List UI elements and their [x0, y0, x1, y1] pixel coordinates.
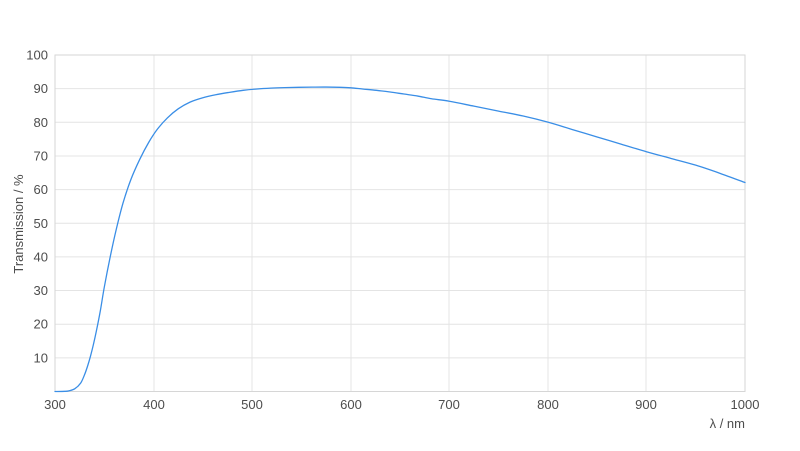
svg-text:40: 40	[34, 249, 48, 264]
svg-text:900: 900	[635, 397, 657, 412]
svg-text:Transmission / %: Transmission / %	[11, 174, 26, 274]
svg-text:50: 50	[34, 216, 48, 231]
svg-text:300: 300	[44, 397, 66, 412]
svg-text:800: 800	[537, 397, 559, 412]
svg-text:80: 80	[34, 115, 48, 130]
svg-text:90: 90	[34, 81, 48, 96]
svg-text:1000: 1000	[731, 397, 760, 412]
svg-text:100: 100	[26, 48, 48, 63]
svg-text:10: 10	[34, 350, 48, 365]
svg-text:20: 20	[34, 317, 48, 332]
svg-text:λ / nm: λ / nm	[710, 416, 745, 431]
svg-text:30: 30	[34, 283, 48, 298]
svg-text:600: 600	[340, 397, 362, 412]
svg-text:400: 400	[143, 397, 165, 412]
svg-text:70: 70	[34, 148, 48, 163]
svg-text:500: 500	[241, 397, 263, 412]
svg-text:700: 700	[438, 397, 460, 412]
svg-text:60: 60	[34, 182, 48, 197]
